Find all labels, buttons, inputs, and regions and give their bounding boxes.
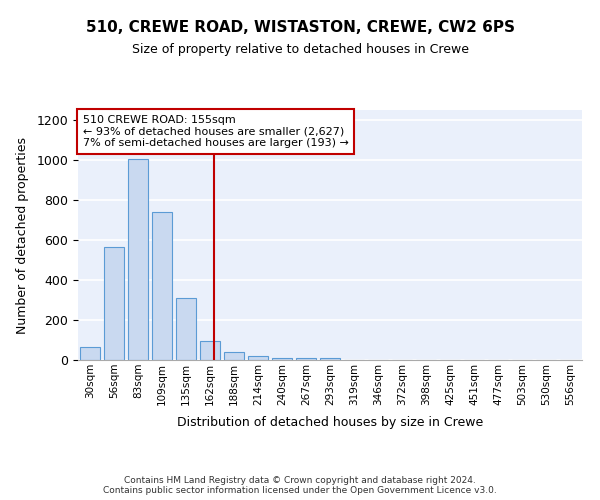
Text: Contains HM Land Registry data © Crown copyright and database right 2024.
Contai: Contains HM Land Registry data © Crown c… [103, 476, 497, 495]
Bar [176, 298, 196, 360]
Bar [248, 356, 268, 360]
Text: 510 CREWE ROAD: 155sqm
← 93% of detached houses are smaller (2,627)
7% of semi-d: 510 CREWE ROAD: 155sqm ← 93% of detached… [83, 115, 349, 148]
Bar [200, 341, 220, 360]
Bar [104, 247, 124, 360]
Bar [296, 358, 316, 360]
Bar [272, 358, 292, 360]
Text: Size of property relative to detached houses in Crewe: Size of property relative to detached ho… [131, 42, 469, 56]
Bar [224, 352, 244, 360]
Bar [128, 159, 148, 360]
X-axis label: Distribution of detached houses by size in Crewe: Distribution of detached houses by size … [177, 416, 483, 429]
Text: 510, CREWE ROAD, WISTASTON, CREWE, CW2 6PS: 510, CREWE ROAD, WISTASTON, CREWE, CW2 6… [86, 20, 515, 35]
Y-axis label: Number of detached properties: Number of detached properties [16, 136, 29, 334]
Bar [80, 347, 100, 360]
Bar [152, 212, 172, 360]
Bar [320, 358, 340, 360]
